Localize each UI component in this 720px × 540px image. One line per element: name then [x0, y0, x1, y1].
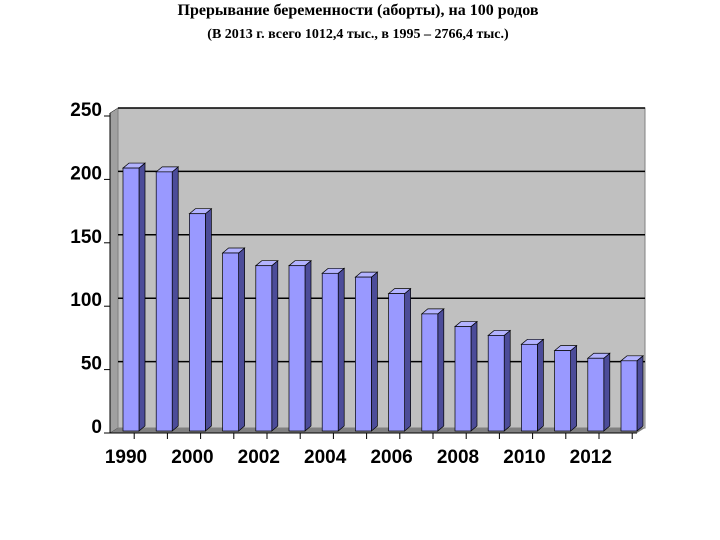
bar-side	[238, 247, 245, 432]
bar-side	[636, 355, 644, 432]
chart-title: Прерывание беременности (аборты), на 100…	[178, 2, 539, 19]
bar	[155, 171, 173, 432]
x-tick-label: 2004	[304, 447, 347, 468]
x-tick-label: 2000	[171, 447, 213, 468]
bar	[222, 252, 239, 432]
bar	[421, 313, 439, 432]
bar	[620, 360, 638, 432]
bar-side	[437, 308, 445, 432]
bar-side	[271, 259, 279, 432]
x-tick-label: 2012	[570, 447, 612, 468]
bar-side	[503, 329, 511, 432]
y-tick-label: 250	[70, 100, 102, 121]
floor	[110, 428, 645, 433]
bar	[189, 213, 206, 432]
y-tick-label: 0	[91, 417, 102, 438]
bar	[587, 357, 605, 432]
bar	[255, 265, 273, 432]
bar-side	[570, 344, 577, 432]
side-wall	[109, 107, 119, 434]
bar-side	[603, 352, 611, 432]
bar	[521, 343, 538, 432]
bar-side	[304, 259, 312, 432]
bar-side	[337, 267, 345, 432]
y-tick-label: 100	[70, 290, 102, 311]
x-tick-label: 2008	[437, 447, 479, 468]
bar	[122, 167, 140, 432]
bar-side	[171, 166, 179, 432]
bar	[321, 272, 339, 432]
bar-side	[205, 207, 212, 432]
bar	[554, 350, 571, 432]
bar	[288, 265, 306, 432]
x-tick-label: 2010	[503, 447, 545, 468]
bar	[487, 335, 505, 432]
bar	[388, 293, 405, 432]
bar	[454, 326, 472, 432]
x-tick-label: 2002	[238, 447, 280, 468]
bar-side	[371, 271, 378, 432]
y-tick-label: 150	[70, 227, 102, 248]
bar-side	[138, 162, 146, 432]
bar-side	[404, 287, 411, 432]
y-tick-label: 50	[81, 354, 102, 375]
x-tick-label: 1990	[105, 447, 147, 468]
bar	[355, 276, 372, 432]
x-tick-label: 2006	[370, 447, 412, 468]
bar-side	[537, 338, 544, 432]
bar-side	[470, 320, 478, 432]
chart-subtitle: (В 2013 г. всего 1012,4 тыс., в 1995 – 2…	[207, 27, 509, 42]
y-tick-label: 200	[70, 163, 102, 184]
